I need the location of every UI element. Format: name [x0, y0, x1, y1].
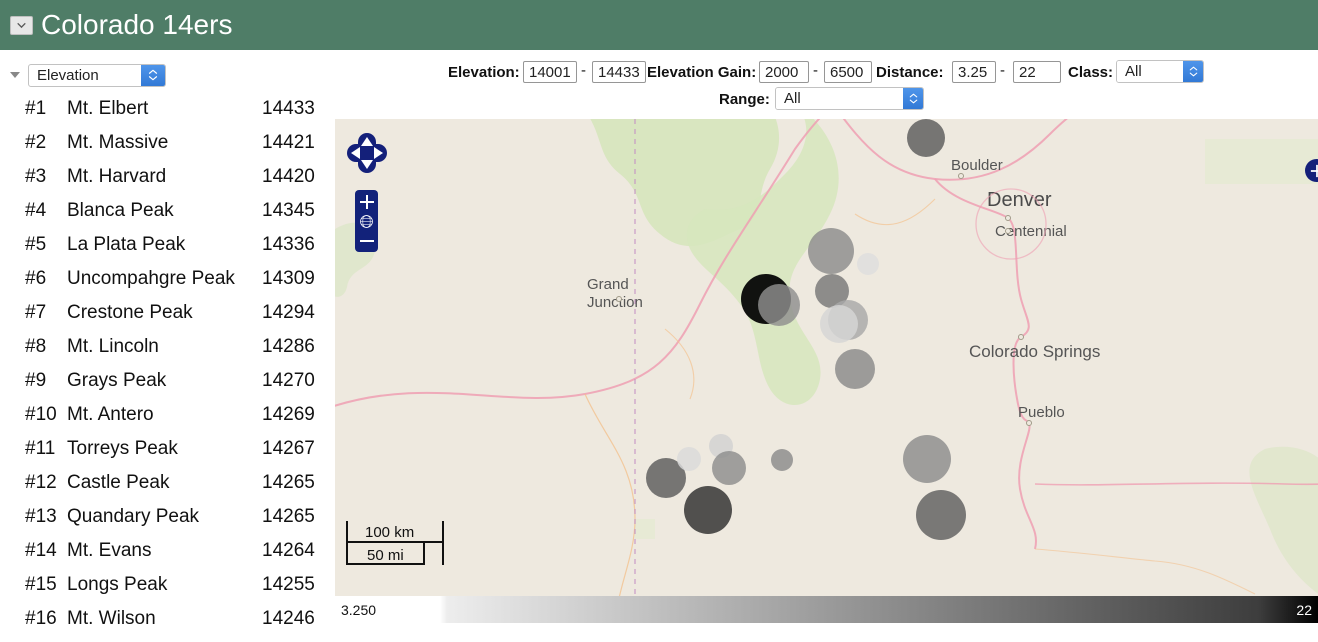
svg-text:50 mi: 50 mi: [367, 547, 404, 564]
svg-text:100 km: 100 km: [365, 524, 414, 541]
